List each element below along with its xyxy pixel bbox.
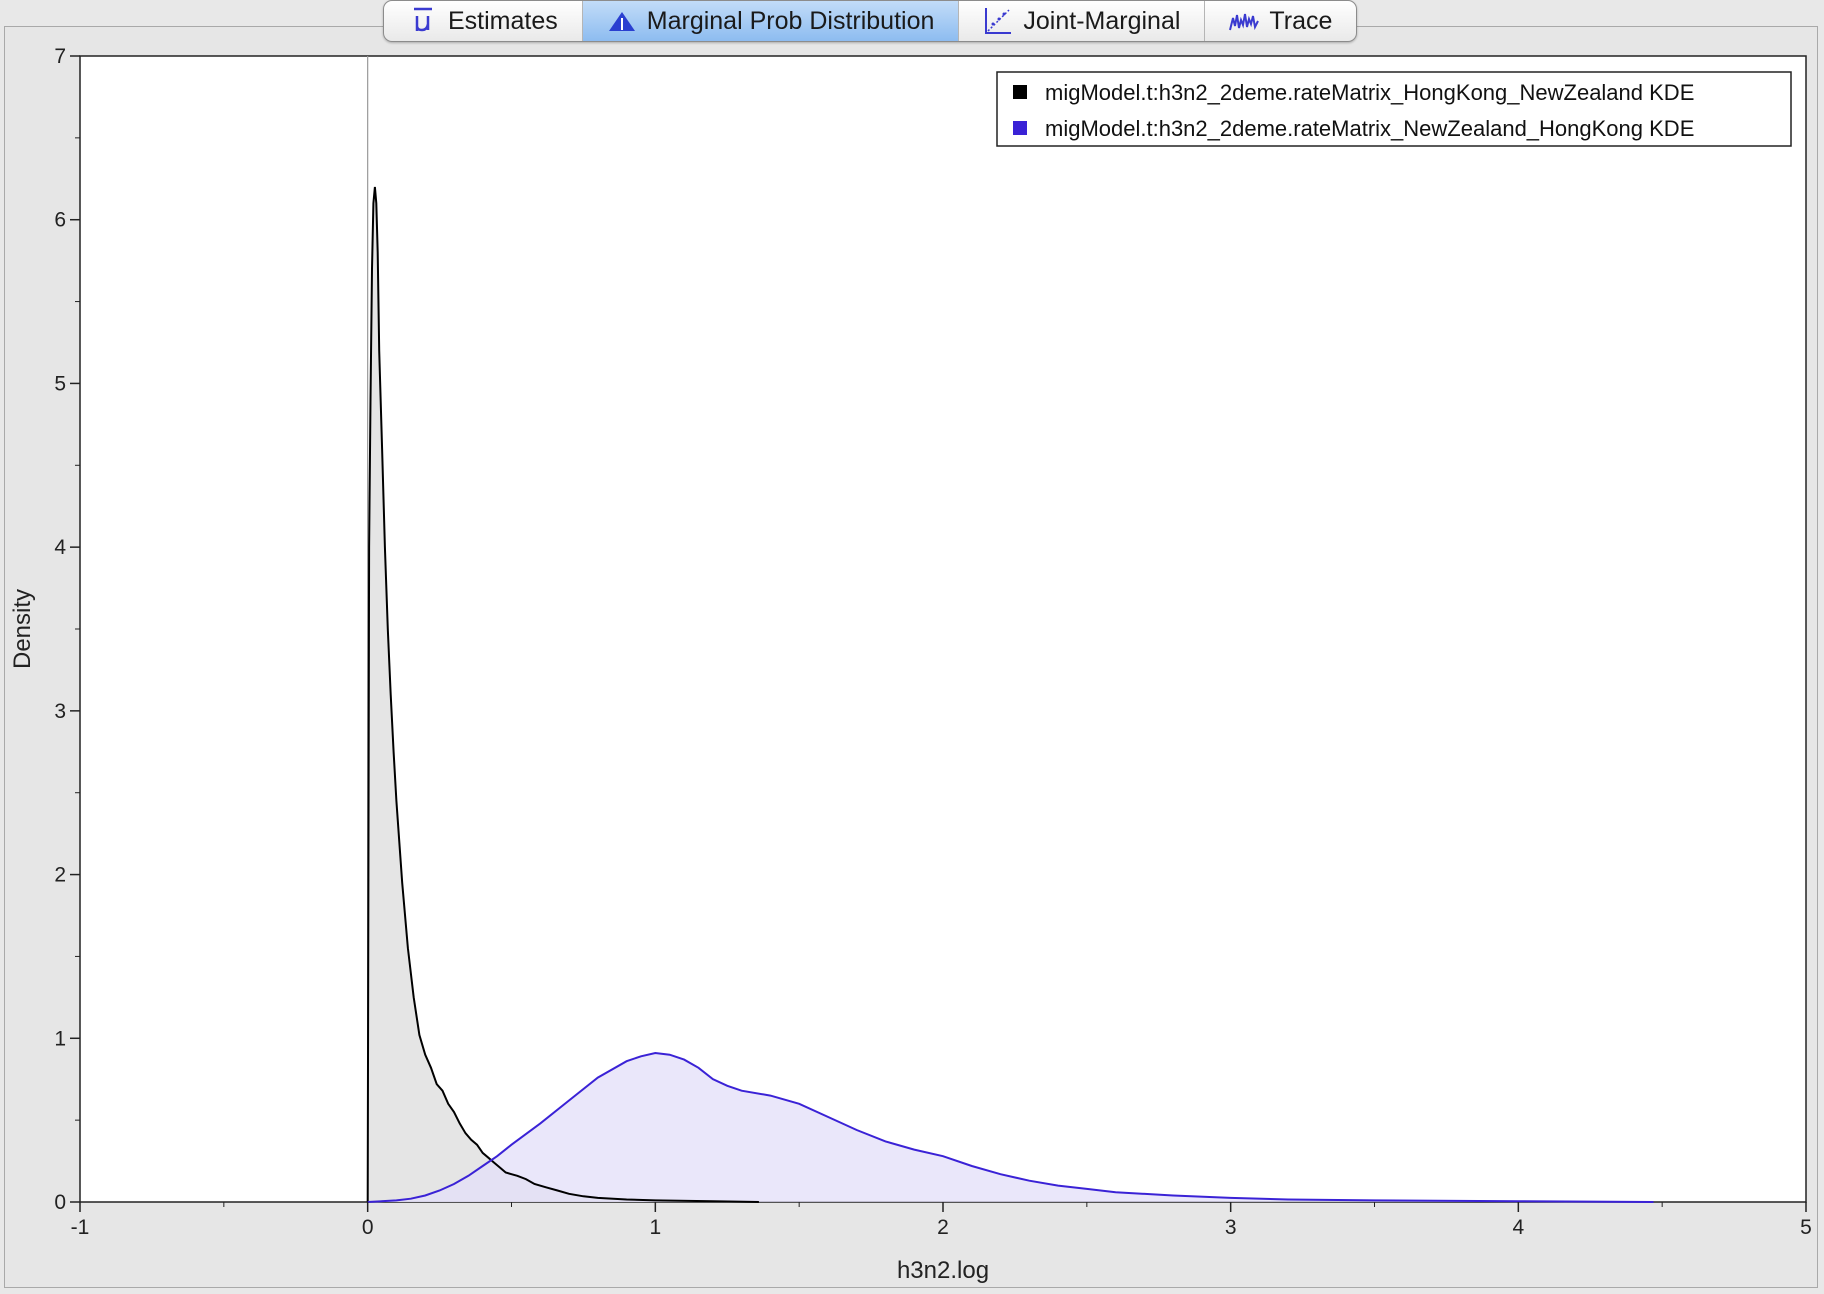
x-tick-label: 0 [362, 1216, 374, 1239]
x-tick-label: 2 [937, 1216, 949, 1239]
tab-joint-marginal-label: Joint-Marginal [1023, 6, 1181, 35]
legend: migModel.t:h3n2_2deme.rateMatrix_HongKon… [996, 71, 1792, 147]
x-axis-label: h3n2.log [897, 1257, 989, 1284]
legend-swatch [1013, 121, 1027, 135]
y-tick-label: 6 [54, 209, 66, 232]
tab-marginal-label: Marginal Prob Distribution [646, 6, 935, 35]
tab-joint-marginal[interactable]: Joint-Marginal [959, 1, 1206, 41]
mu-bar-icon [414, 7, 432, 32]
tab-trace[interactable]: Trace [1205, 1, 1356, 41]
tab-marginal-prob-distribution[interactable]: Marginal Prob Distribution [582, 1, 960, 41]
series-fill-1 [367, 1053, 1654, 1202]
tab-estimates[interactable]: Estimates [384, 1, 583, 41]
y-tick-label: 3 [54, 700, 66, 723]
plot-area [79, 55, 1807, 1203]
y-tick-label: 5 [54, 372, 66, 395]
series-fill-0 [367, 187, 759, 1202]
view-tab-bar: Estimates Marginal Prob Distribution Joi… [383, 0, 1358, 42]
tab-estimates-label: Estimates [448, 6, 558, 35]
y-tick-label: 1 [54, 1027, 66, 1050]
series-line-1 [367, 1051, 1654, 1203]
legend-box [996, 71, 1792, 147]
legend-item-label: migModel.t:h3n2_2deme.rateMatrix_NewZeal… [1045, 116, 1694, 141]
y-tick-label: 2 [54, 864, 66, 887]
y-tick-label: 7 [54, 45, 66, 68]
y-tick-label: 4 [54, 536, 66, 559]
series-line-0 [366, 186, 759, 1203]
x-tick-label: -1 [71, 1216, 90, 1239]
x-tick-label: 3 [1225, 1216, 1237, 1239]
legend-item-label: migModel.t:h3n2_2deme.rateMatrix_HongKon… [1045, 80, 1694, 105]
x-tick-label: 1 [649, 1216, 661, 1239]
y-tick-label: 0 [54, 1191, 66, 1214]
legend-swatch [1013, 85, 1027, 99]
x-tick-label: 4 [1512, 1216, 1524, 1239]
distribution-icon [608, 12, 635, 31]
x-tick-label: 5 [1800, 1216, 1812, 1239]
scatter-icon [985, 8, 1012, 34]
tab-trace-label: Trace [1269, 6, 1333, 35]
trace-icon [1229, 13, 1260, 31]
y-axis-label: Density [9, 589, 36, 669]
